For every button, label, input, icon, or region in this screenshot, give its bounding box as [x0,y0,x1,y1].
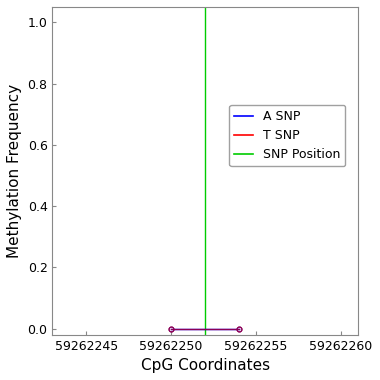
Y-axis label: Methylation Frequency: Methylation Frequency [7,84,22,258]
X-axis label: CpG Coordinates: CpG Coordinates [141,358,270,373]
Legend: A SNP, T SNP, SNP Position: A SNP, T SNP, SNP Position [229,105,345,166]
